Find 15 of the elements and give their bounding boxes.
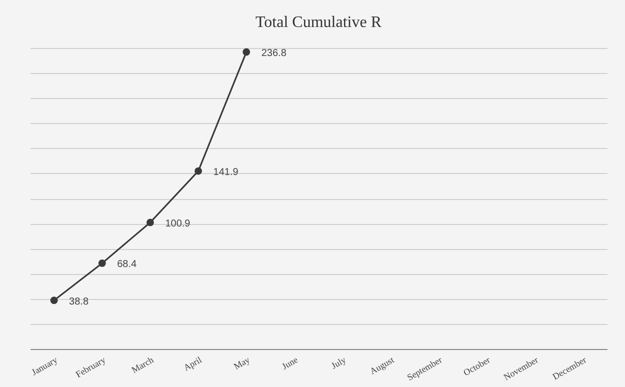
data-label: 68.4 bbox=[117, 259, 138, 270]
point bbox=[146, 218, 154, 226]
chart-title: Total Cumulative R bbox=[256, 14, 382, 31]
point bbox=[242, 48, 250, 56]
point bbox=[194, 167, 202, 175]
x-tick-label: July bbox=[330, 354, 348, 371]
data-label: 141.9 bbox=[213, 167, 239, 178]
data-label: 236.8 bbox=[261, 48, 287, 60]
x-tick-label: April bbox=[182, 354, 204, 373]
x-tick-label: June bbox=[280, 354, 300, 372]
data-label: 100.9 bbox=[165, 218, 191, 230]
data-label: 38.8 bbox=[69, 296, 89, 308]
point bbox=[50, 296, 58, 304]
x-tick-label: May bbox=[232, 354, 252, 372]
point bbox=[98, 260, 106, 267]
